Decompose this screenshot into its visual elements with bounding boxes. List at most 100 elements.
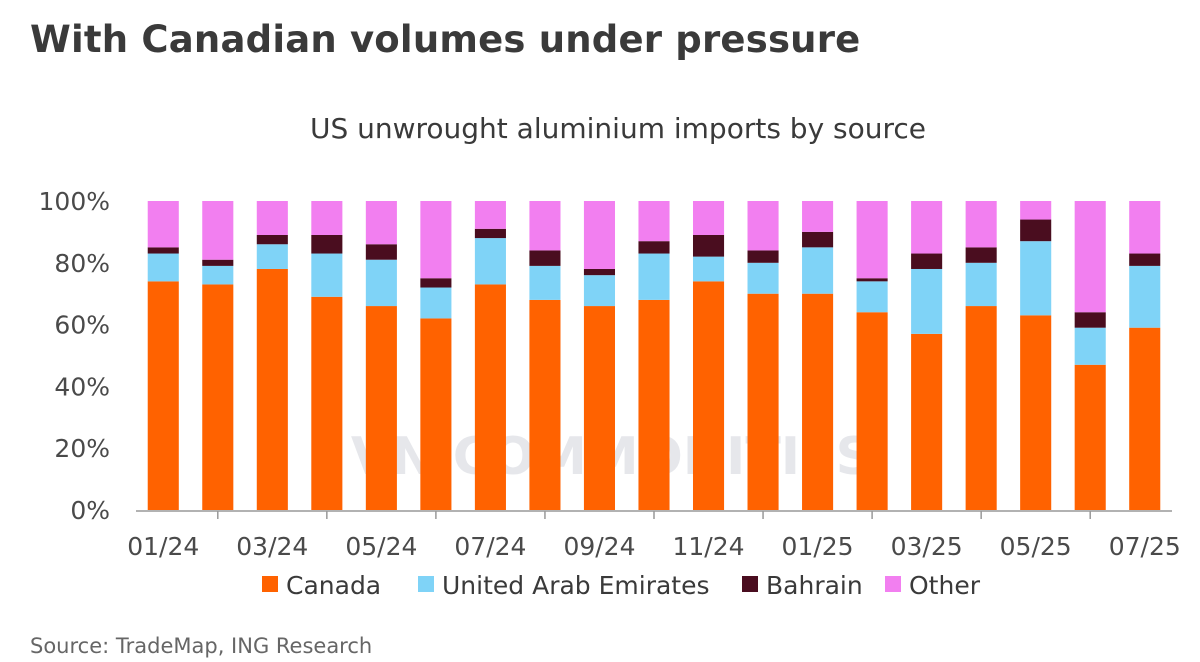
bar-segment-united-arab-emirates [1129,265,1161,328]
bar-segment-bahrain [311,234,343,254]
bar-segment-canada [965,306,997,510]
y-tick-label: 0% [70,496,110,525]
bar-stack-01-25 [802,201,834,510]
bar-segment-canada [202,284,234,510]
legend-label: Canada [286,571,381,600]
bar-segment-united-arab-emirates [256,244,288,269]
bar-segment-canada [1129,327,1161,510]
bar-segment-bahrain [692,234,725,257]
bar-segment-bahrain [1020,219,1052,242]
bar-stack-05-25 [1020,201,1052,510]
bar-stack-10-24 [638,201,670,510]
bar-stack-09-24 [583,201,616,510]
bar-segment-bahrain [911,253,943,269]
bar-segment-canada [1074,364,1106,510]
x-axis: 01/24 03/24 05/24 07/24 09/24 11/24 01/25 03/25… [127,510,1181,561]
bar-segment-canada [638,299,670,510]
bar-segment-united-arab-emirates [474,238,506,285]
bar-stack-04-25 [965,201,997,510]
bar-segment-canada [747,293,779,510]
x-tick-label: 07/25 [1109,532,1181,561]
bar-segment-bahrain [365,244,397,260]
bar-segment-other [256,201,288,235]
bars [147,201,1161,510]
bar-segment-other [747,201,779,251]
bar-segment-canada [147,281,179,510]
legend: Canada United Arab Emirates Bahrain Other [262,571,981,600]
legend-swatch [262,576,278,592]
bar-segment-united-arab-emirates [911,268,943,334]
legend-swatch [742,576,758,592]
chart-title: US unwrought aluminium imports by source [310,112,926,145]
y-tick-label: 80% [54,249,110,278]
legend-label: United Arab Emirates [442,571,710,600]
bar-stack-08-24 [529,201,561,510]
bar-stack-12-24 [747,201,779,510]
bar-segment-other [474,201,506,229]
bar-stack-07-25 [1129,201,1161,510]
bar-segment-united-arab-emirates [202,265,234,285]
bar-segment-bahrain [529,250,561,266]
bar-segment-canada [692,281,725,510]
legend-label: Other [909,571,981,600]
bar-segment-bahrain [583,268,616,276]
bar-segment-other [856,201,888,279]
bar-segment-bahrain [638,241,670,254]
legend-label: Bahrain [766,571,863,600]
bar-segment-united-arab-emirates [147,253,179,282]
stacked-bar-chart: US unwrought aluminium imports by source… [39,112,1181,600]
bar-segment-bahrain [202,259,234,266]
bar-segment-other [365,201,397,245]
bar-stack-05-24 [365,201,397,510]
bar-stack-02-24 [202,201,234,510]
bar-segment-other [638,201,670,242]
bar-segment-other [692,201,725,235]
bar-stack-06-24 [420,201,452,510]
bar-segment-bahrain [420,278,452,288]
bar-stack-11-24 [692,201,725,510]
x-tick-label: 03/25 [891,532,963,561]
bar-segment-united-arab-emirates [747,262,779,294]
bar-segment-canada [256,268,288,510]
bar-segment-bahrain [1129,253,1161,266]
x-tick-label: 05/24 [345,532,417,561]
chart-container: US unwrought aluminium imports by source… [0,90,1200,620]
legend-item-canada: Canada [262,571,381,600]
bar-segment-united-arab-emirates [1074,327,1106,365]
bar-segment-bahrain [856,278,888,282]
x-tick-label: 03/24 [236,532,308,561]
bar-segment-united-arab-emirates [965,262,997,307]
bar-segment-canada [583,306,616,510]
bar-segment-canada [802,293,834,510]
legend-item-united-arab-emirates: United Arab Emirates [418,571,710,600]
bar-segment-other [583,201,616,269]
bar-segment-united-arab-emirates [311,253,343,297]
x-tick-label: 05/25 [1000,532,1072,561]
bar-segment-united-arab-emirates [583,275,616,307]
bar-segment-other [1074,201,1106,313]
bar-segment-canada [311,296,343,510]
bar-segment-bahrain [474,228,506,239]
y-tick-label: 100% [39,187,110,216]
x-tick-label: 01/24 [127,532,199,561]
bar-segment-united-arab-emirates [856,281,888,313]
bar-segment-other [911,201,943,254]
bar-stack-06-25 [1074,201,1106,510]
bar-segment-canada [365,306,397,510]
legend-swatch [885,576,901,592]
bar-segment-other [420,201,452,279]
bar-segment-united-arab-emirates [1020,241,1052,316]
x-tick-label: 01/25 [782,532,854,561]
y-tick-label: 40% [54,372,110,401]
bar-segment-other [147,201,179,248]
bar-segment-canada [911,333,943,510]
bar-segment-canada [420,318,452,510]
bar-segment-canada [856,312,888,510]
legend-item-other: Other [885,571,981,600]
bar-segment-other [1129,201,1161,254]
bar-segment-bahrain [256,234,288,245]
bar-segment-other [311,201,343,235]
legend-item-bahrain: Bahrain [742,571,863,600]
bar-stack-04-24 [311,201,343,510]
bar-stack-07-24 [474,201,506,510]
